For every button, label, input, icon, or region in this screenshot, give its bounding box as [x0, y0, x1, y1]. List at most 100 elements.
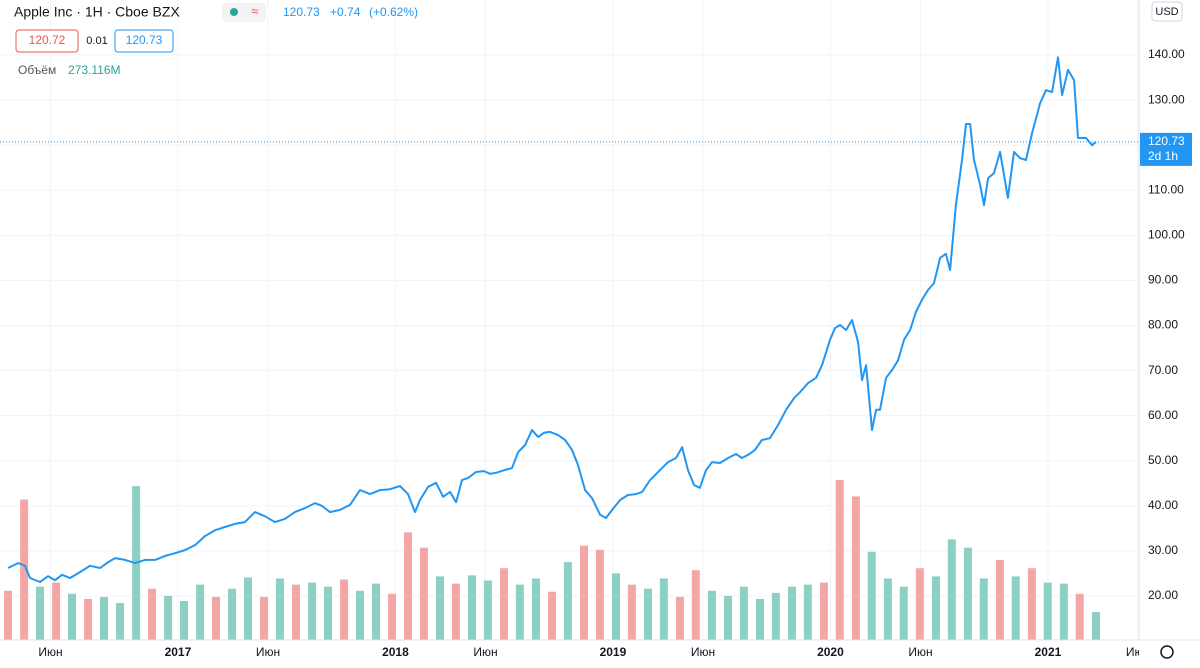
- volume-bar: [915, 568, 924, 640]
- price-change-percent: (+0.62%): [369, 5, 418, 19]
- volume-bar: [963, 547, 972, 640]
- x-tick-label: Июн: [256, 645, 280, 659]
- legend: Apple Inc · 1H · Cboe BZX ≈ 120.73 +0.74…: [14, 3, 418, 77]
- volume-bar: [707, 590, 716, 640]
- volume-bar: [20, 499, 29, 640]
- plot-area: Июн 2017 Июн 2018 Июн 2019 Июн 2020 Июн 2021 Июн: [0, 0, 1150, 659]
- volume-bar: [611, 573, 620, 640]
- volume-bar: [180, 601, 189, 640]
- volume-bar: [995, 560, 1004, 640]
- volume-bar: [436, 576, 445, 640]
- volume-bar: [340, 579, 349, 640]
- volume-bar: [99, 596, 108, 640]
- y-tick-label: 30.00: [1148, 543, 1178, 557]
- volume-bar: [803, 584, 812, 640]
- volume-bar: [260, 596, 269, 640]
- volume-bar: [675, 596, 684, 640]
- volume-bar: [308, 582, 317, 640]
- volume-bar: [1043, 582, 1052, 640]
- volume-bar: [196, 584, 205, 640]
- last-price-tag: [1140, 132, 1192, 166]
- market-open-icon: [230, 8, 238, 16]
- spread: 0.01: [86, 35, 107, 47]
- last-price-label: 120.73: [1148, 134, 1185, 148]
- volume-bar: [419, 547, 428, 640]
- settings-icon[interactable]: [1160, 645, 1174, 659]
- volume-bar: [404, 532, 413, 640]
- volume-bar: [899, 586, 908, 640]
- x-tick-label: Июн: [38, 645, 62, 659]
- volume-bar: [1011, 576, 1020, 640]
- countdown: 2d 1h: [1148, 149, 1178, 163]
- sell-box[interactable]: [15, 29, 79, 53]
- x-tick-label: Июн: [908, 645, 932, 659]
- y-tick-label: 130.00: [1148, 92, 1185, 106]
- buy-box[interactable]: [114, 29, 174, 53]
- volume-name: Объём: [18, 63, 56, 77]
- volume-bar: [1027, 568, 1036, 640]
- volume-bar: [851, 496, 860, 640]
- x-tick-label: 2021: [1035, 645, 1062, 659]
- x-tick-label: 2017: [165, 645, 192, 659]
- volume-bar: [52, 582, 61, 640]
- volume-bar: [451, 583, 460, 640]
- axis-background: [1139, 0, 1200, 668]
- volume-bar: [643, 588, 652, 640]
- currency-box[interactable]: [1151, 1, 1183, 22]
- volume-bar: [164, 595, 173, 640]
- y-tick-label: 100.00: [1148, 228, 1185, 242]
- volume-bar: [771, 592, 780, 640]
- x-tick-label: Июн: [691, 645, 715, 659]
- volume-bar: [979, 578, 988, 640]
- volume-bar: [4, 590, 13, 640]
- volume-bar: [787, 586, 796, 640]
- volume-bar: [387, 593, 396, 640]
- volume-bar: [1092, 611, 1101, 640]
- volume-bar: [324, 586, 333, 640]
- volume-bar: [515, 584, 524, 640]
- x-tick-label: Июн: [473, 645, 497, 659]
- volume-bar: [691, 570, 700, 640]
- volume-bar: [483, 580, 492, 640]
- volume-bar: [627, 584, 636, 640]
- volume-bar: [67, 593, 76, 640]
- price-change: +0.74: [330, 5, 361, 19]
- volume-value: 273.116M: [68, 63, 120, 77]
- y-tick-label: 80.00: [1148, 318, 1178, 332]
- volume-bar: [580, 545, 589, 640]
- volume-bar: [931, 576, 940, 640]
- volume-bar: [595, 549, 604, 640]
- ask-price: 120.73: [126, 33, 163, 47]
- volume-bar: [499, 568, 508, 640]
- volume-bar: [755, 598, 764, 640]
- volume-bar: [883, 578, 892, 640]
- volume-bar: [211, 596, 220, 640]
- volume-bar: [819, 582, 828, 640]
- price-line: [7, 56, 1097, 583]
- y-tick-label: 40.00: [1148, 498, 1178, 512]
- x-tick-label: 2019: [600, 645, 627, 659]
- volume-bar: [835, 480, 844, 640]
- volume-bar: [531, 578, 540, 640]
- volume-bar: [659, 578, 668, 640]
- y-tick-label: 140.00: [1148, 47, 1185, 61]
- y-tick-label: 110.00: [1148, 182, 1184, 196]
- volume-bar: [275, 578, 284, 640]
- volume-bar: [36, 586, 45, 640]
- y-tick-label: 60.00: [1148, 408, 1178, 422]
- volume-bar: [148, 588, 157, 640]
- y-tick-label: 20.00: [1148, 588, 1178, 602]
- volume-bar: [84, 598, 93, 640]
- volume-bar: [548, 591, 557, 640]
- last-price: 120.73: [283, 5, 320, 19]
- volume-bar: [243, 577, 252, 640]
- volume-bar: [355, 590, 364, 640]
- status-box: [222, 3, 266, 22]
- bid-price: 120.72: [29, 33, 66, 47]
- volume-bar: [1059, 583, 1068, 640]
- volume-bar: [292, 584, 301, 640]
- volume-bar: [563, 562, 572, 640]
- volume-bar: [1075, 593, 1084, 640]
